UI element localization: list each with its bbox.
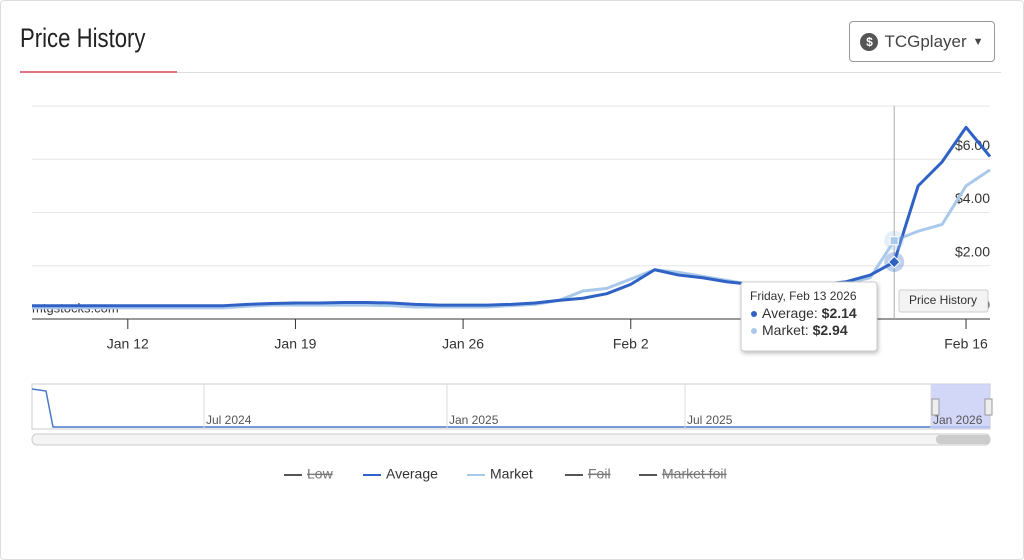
x-tick-label: Feb 16 xyxy=(944,336,988,352)
x-tick-label: Jan 19 xyxy=(274,336,316,352)
x-tick-label: Feb 2 xyxy=(613,336,649,352)
tooltip-value: $2.94 xyxy=(813,322,848,338)
scrollbar[interactable] xyxy=(31,433,991,446)
navigator-line xyxy=(31,388,990,428)
tooltip-name: Average: xyxy=(762,305,818,321)
tooltip-name: Market: xyxy=(762,322,809,338)
navigator-handle[interactable] xyxy=(931,398,940,416)
x-tick-label: Jan 26 xyxy=(442,336,484,352)
caret: ▼ xyxy=(972,35,984,48)
tooltip-row: Market: $2.94 xyxy=(762,322,848,338)
navigator-label: Jan 2026 xyxy=(933,413,983,427)
divider xyxy=(20,72,1001,73)
point-marker xyxy=(889,236,899,246)
navigator-label: Jul 2025 xyxy=(687,413,733,427)
export-label: Price History xyxy=(909,293,977,307)
tooltip-row: Average: $2.14 xyxy=(762,305,857,321)
legend-label[interactable]: Market xyxy=(490,466,533,482)
legend-label[interactable]: Average xyxy=(386,466,438,482)
legend-label[interactable]: Low xyxy=(307,466,334,482)
title-underline xyxy=(20,71,177,73)
y-tick-label: $4.00 xyxy=(955,190,990,206)
series-line xyxy=(32,125,992,308)
navigator-handle[interactable] xyxy=(984,398,993,416)
legend-label[interactable]: Foil xyxy=(588,466,611,482)
export-button[interactable] xyxy=(898,289,989,313)
point-marker xyxy=(887,255,901,269)
title: Price History xyxy=(20,23,146,53)
tooltip-value: $2.14 xyxy=(822,305,857,321)
navigator-label: Jul 2024 xyxy=(206,413,252,427)
tooltip-box xyxy=(740,281,878,352)
navigator xyxy=(31,383,991,430)
x-tick-label: Jan 12 xyxy=(107,336,149,352)
y-tick-label: $6.00 xyxy=(955,137,990,153)
tooltip-dot xyxy=(751,311,757,317)
scrollbar-thumb[interactable] xyxy=(936,435,990,444)
source-dropdown[interactable]: $ TCGplayer ▼ xyxy=(849,21,995,62)
tooltip-dot xyxy=(751,328,757,334)
tooltip-date: Friday, Feb 13 2026 xyxy=(750,289,857,303)
navigator-label: Jan 2025 xyxy=(449,413,499,427)
legend-label[interactable]: Market foil xyxy=(662,466,727,482)
dollar-icon: $ xyxy=(860,32,879,51)
source-label: TCGplayer xyxy=(884,31,967,51)
y-tick-label: $2.00 xyxy=(955,243,990,259)
navigator-window[interactable] xyxy=(931,384,990,429)
